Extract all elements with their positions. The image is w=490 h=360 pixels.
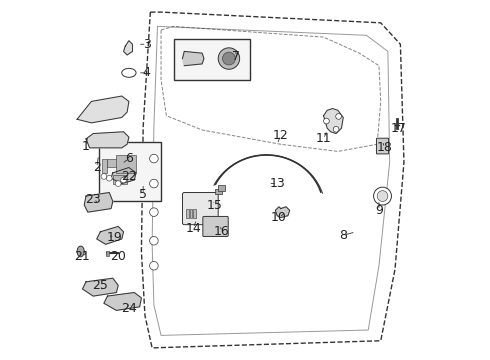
Text: 24: 24 bbox=[121, 302, 137, 315]
Text: 1: 1 bbox=[82, 140, 90, 153]
Circle shape bbox=[373, 187, 392, 205]
FancyBboxPatch shape bbox=[203, 216, 228, 237]
Circle shape bbox=[149, 208, 158, 216]
Text: 10: 10 bbox=[271, 211, 287, 224]
Circle shape bbox=[106, 175, 112, 181]
Circle shape bbox=[149, 261, 158, 270]
Bar bbox=[190, 208, 192, 217]
Text: 8: 8 bbox=[339, 229, 347, 242]
Circle shape bbox=[149, 237, 158, 245]
Circle shape bbox=[218, 48, 240, 69]
Polygon shape bbox=[275, 207, 290, 217]
FancyBboxPatch shape bbox=[182, 193, 218, 225]
Text: 17: 17 bbox=[391, 122, 407, 135]
Ellipse shape bbox=[122, 68, 136, 77]
Ellipse shape bbox=[77, 246, 84, 257]
Bar bbox=[215, 189, 222, 194]
Text: 14: 14 bbox=[185, 222, 201, 235]
Polygon shape bbox=[111, 167, 136, 184]
Bar bbox=[113, 175, 127, 184]
Circle shape bbox=[377, 191, 388, 202]
Circle shape bbox=[333, 126, 339, 132]
Text: 18: 18 bbox=[376, 141, 392, 154]
Text: 22: 22 bbox=[121, 170, 137, 183]
Text: 15: 15 bbox=[207, 198, 222, 212]
Text: 5: 5 bbox=[139, 188, 147, 201]
Bar bbox=[117, 155, 136, 173]
Text: 4: 4 bbox=[143, 66, 151, 79]
Text: 9: 9 bbox=[375, 204, 383, 217]
Polygon shape bbox=[86, 132, 129, 148]
Text: 13: 13 bbox=[270, 177, 285, 190]
Bar bbox=[107, 158, 122, 167]
Text: 23: 23 bbox=[85, 193, 101, 206]
Circle shape bbox=[115, 181, 121, 186]
FancyBboxPatch shape bbox=[376, 138, 389, 154]
Text: 7: 7 bbox=[232, 50, 240, 63]
Circle shape bbox=[336, 113, 342, 119]
Text: 2: 2 bbox=[93, 161, 100, 174]
Text: 25: 25 bbox=[93, 279, 108, 292]
Circle shape bbox=[101, 174, 107, 179]
Polygon shape bbox=[84, 193, 113, 212]
Bar bbox=[102, 158, 107, 173]
Circle shape bbox=[323, 118, 329, 124]
Polygon shape bbox=[323, 109, 343, 134]
Text: 16: 16 bbox=[214, 225, 230, 238]
Bar bbox=[218, 185, 225, 191]
Polygon shape bbox=[82, 278, 118, 296]
Polygon shape bbox=[104, 293, 142, 310]
Bar bbox=[106, 251, 109, 256]
Text: 12: 12 bbox=[273, 129, 289, 142]
Text: 19: 19 bbox=[107, 231, 122, 244]
Bar bbox=[193, 208, 196, 217]
Circle shape bbox=[149, 179, 158, 188]
FancyBboxPatch shape bbox=[173, 39, 250, 80]
FancyBboxPatch shape bbox=[98, 143, 161, 202]
Text: 3: 3 bbox=[143, 38, 151, 51]
Text: 21: 21 bbox=[74, 250, 90, 263]
Circle shape bbox=[121, 177, 126, 183]
Text: 20: 20 bbox=[110, 250, 126, 263]
Text: 11: 11 bbox=[316, 132, 331, 145]
Text: 6: 6 bbox=[125, 152, 133, 165]
Circle shape bbox=[149, 154, 158, 163]
Polygon shape bbox=[77, 96, 129, 123]
Bar bbox=[186, 208, 189, 217]
Polygon shape bbox=[97, 226, 123, 244]
Polygon shape bbox=[123, 41, 132, 55]
Circle shape bbox=[222, 52, 235, 65]
Polygon shape bbox=[182, 51, 204, 66]
